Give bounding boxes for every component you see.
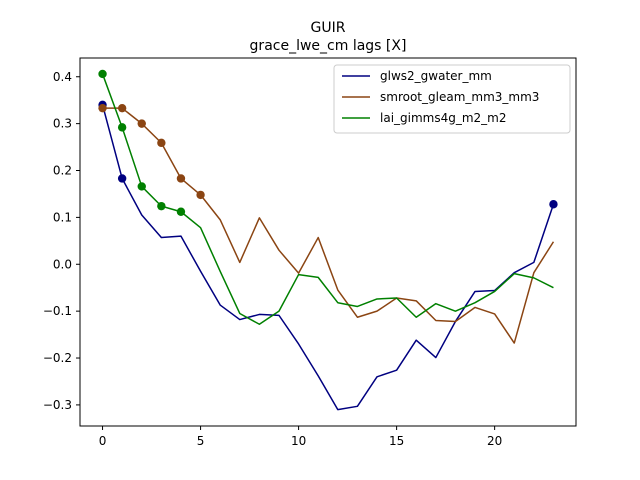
y-tick-label: 0.2: [53, 164, 72, 178]
legend: glws2_gwater_mm smroot_gleam_mm3_mm3 lai_g…: [333, 64, 571, 134]
data-point-smroot_gleam_mm3_mm3-4: [176, 174, 186, 183]
data-point-smroot_gleam_mm3_mm3-5: [196, 190, 205, 200]
plot-area: [98, 69, 558, 411]
chart-title: GUIR: [311, 20, 346, 36]
legend-label-lai_gimms4g_m2_m2: lai_gimms4g_m2_m2: [380, 111, 507, 125]
data-point-smroot_gleam_mm3_mm3-0: [98, 103, 107, 113]
y-tick-label: −0.3: [43, 398, 72, 412]
y-axis: −0.3 −0.2 −0.1 0.0 0.1 0.2 0.3 0.4: [43, 70, 80, 412]
x-tick-label: 10: [291, 434, 306, 448]
data-point-lai_gimms4g_m2_m2-2: [137, 182, 146, 191]
y-tick-label: 0.1: [53, 210, 72, 224]
y-tick-label: 0.0: [53, 257, 72, 271]
data-point-lai_gimms4g_m2_m2-4: [176, 207, 186, 216]
axes-frame: [79, 57, 577, 427]
data-point-smroot_gleam_mm3_mm3-3: [157, 138, 166, 148]
x-tick-label: 0: [99, 434, 107, 448]
y-tick-label: 0.3: [53, 117, 72, 131]
x-tick-label: 20: [487, 434, 502, 448]
data-point-glws2_gwater_mm-1: [117, 174, 127, 183]
data-point-smroot_gleam_mm3_mm3-1: [117, 103, 127, 113]
y-tick-label: −0.2: [43, 351, 72, 365]
y-tick-label: −0.1: [43, 304, 72, 318]
data-point-glws2_gwater_mm-23: [549, 200, 558, 209]
x-axis: 0 5 10 15 20: [99, 426, 502, 448]
y-tick-label: 0.4: [53, 70, 72, 84]
data-point-lai_gimms4g_m2_m2-0: [98, 69, 107, 79]
legend-label-smroot_gleam_mm3_mm3: smroot_gleam_mm3_mm3: [380, 90, 539, 104]
data-point-smroot_gleam_mm3_mm3-2: [137, 119, 146, 128]
series-lai_gimms4g_m2_m2: [98, 69, 554, 326]
data-point-lai_gimms4g_m2_m2-3: [157, 201, 166, 211]
x-tick-label: 5: [197, 434, 205, 448]
legend-box: [333, 64, 571, 134]
series-smroot_gleam_mm3_mm3: [98, 103, 555, 344]
series-line-smroot_gleam_mm3_mm3: [102, 107, 555, 344]
legend-label-glws2_gwater_mm: glws2_gwater_mm: [380, 69, 492, 83]
chart-subtitle: grace_lwe_cm lags [X]: [250, 38, 407, 54]
data-point-lai_gimms4g_m2_m2-1: [117, 123, 127, 132]
series-line-glws2_gwater_mm: [101, 104, 555, 411]
x-tick-label: 15: [389, 434, 404, 448]
